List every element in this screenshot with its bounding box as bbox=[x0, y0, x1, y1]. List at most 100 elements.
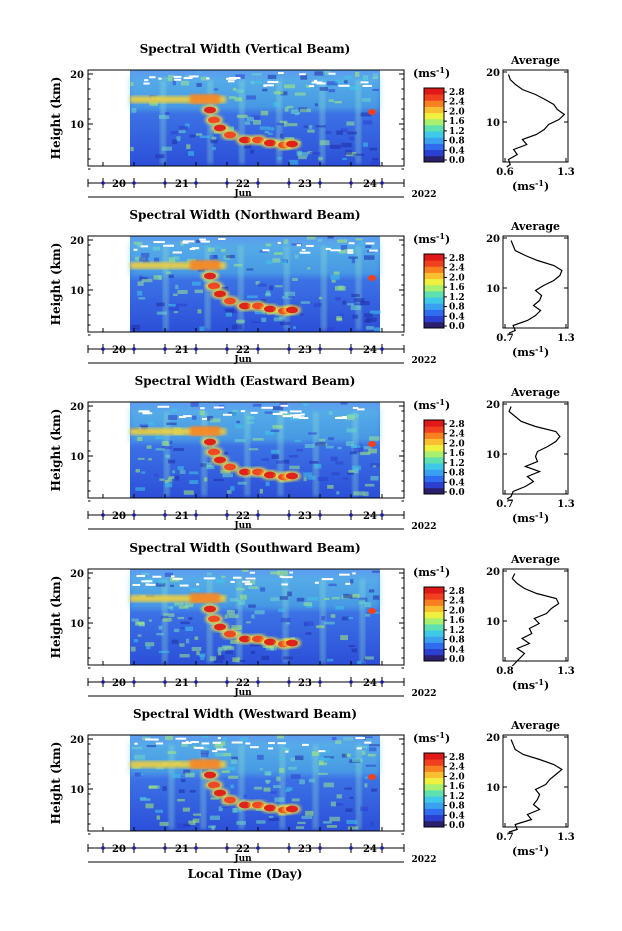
texture-cell bbox=[236, 114, 248, 118]
texture-cell bbox=[133, 639, 139, 643]
texture-cell bbox=[199, 410, 205, 416]
time-tick-marker bbox=[380, 846, 384, 850]
missing-data bbox=[316, 82, 326, 85]
missing-data bbox=[191, 247, 200, 250]
missing-data bbox=[305, 244, 314, 247]
texture-cell bbox=[365, 326, 374, 330]
texture-cell bbox=[346, 819, 358, 824]
texture-cell bbox=[300, 74, 308, 80]
time-tick-marker bbox=[194, 680, 198, 684]
time-tick-marker bbox=[287, 181, 291, 185]
texture-cell bbox=[141, 471, 146, 474]
missing-data bbox=[301, 248, 306, 251]
avg-y-tick-label: 20 bbox=[486, 68, 500, 79]
texture-cell bbox=[175, 475, 180, 481]
texture-cell bbox=[270, 597, 280, 602]
colorbar-tick-label: 2.4 bbox=[449, 763, 465, 773]
y-axis-label: Height (km) bbox=[49, 77, 63, 160]
colorbar-segment bbox=[424, 814, 444, 822]
texture-cell bbox=[290, 757, 295, 762]
missing-data bbox=[362, 84, 372, 87]
missing-data bbox=[364, 741, 372, 744]
streak bbox=[319, 579, 326, 663]
texture-cell bbox=[232, 409, 239, 413]
y-tick-label: 10 bbox=[70, 286, 84, 297]
time-tick-marker bbox=[256, 846, 260, 850]
missing-data bbox=[357, 408, 365, 411]
panel-2: Spectral Width (Northward Beam) 20 10 Heigh… bbox=[49, 208, 575, 366]
missing-data bbox=[158, 77, 162, 80]
heatmap bbox=[130, 402, 380, 498]
texture-cell bbox=[184, 602, 194, 608]
texture-cell bbox=[131, 618, 139, 622]
texture-cell bbox=[211, 147, 217, 150]
colorbar-tick-label: 0.8 bbox=[449, 636, 465, 646]
texture-cell bbox=[184, 123, 190, 128]
texture-cell bbox=[300, 108, 311, 113]
texture-cell bbox=[228, 775, 238, 779]
texture-cell bbox=[222, 473, 233, 478]
panel-3: Spectral Width (Eastward Beam) 20 10 Height… bbox=[49, 374, 575, 532]
time-tick-marker bbox=[380, 181, 384, 185]
streak bbox=[200, 745, 207, 829]
texture-cell bbox=[323, 782, 334, 788]
texture-cell bbox=[314, 71, 325, 76]
feature-core bbox=[286, 639, 298, 647]
missing-data bbox=[175, 737, 187, 740]
y-tick-label: 10 bbox=[70, 785, 84, 796]
texture-cell bbox=[137, 634, 142, 637]
texture-cell bbox=[344, 787, 353, 790]
texture-cell bbox=[139, 277, 148, 281]
texture-cell bbox=[264, 411, 273, 414]
texture-cell bbox=[136, 621, 145, 625]
colorbar-segment bbox=[424, 611, 444, 619]
texture-cell bbox=[313, 302, 322, 307]
texture-cell bbox=[327, 484, 334, 489]
missing-data bbox=[245, 742, 251, 745]
average-frame bbox=[502, 568, 569, 662]
texture-cell bbox=[239, 660, 246, 663]
texture-cell bbox=[214, 752, 224, 757]
time-tick-marker bbox=[349, 513, 353, 517]
texture-cell bbox=[346, 415, 355, 421]
texture-cell bbox=[368, 589, 375, 593]
time-tick-marker bbox=[194, 347, 198, 351]
streak bbox=[237, 246, 244, 330]
feature-core bbox=[204, 272, 216, 280]
texture-cell bbox=[342, 300, 347, 305]
texture-cell bbox=[218, 806, 223, 812]
texture-cell bbox=[351, 293, 360, 297]
texture-cell bbox=[297, 152, 308, 157]
y-axis-label: Height (km) bbox=[49, 243, 63, 326]
texture-cell bbox=[314, 103, 318, 107]
time-tick-marker bbox=[132, 513, 136, 517]
texture-cell bbox=[322, 821, 332, 824]
missing-data bbox=[360, 81, 369, 84]
missing-data bbox=[348, 242, 355, 245]
texture-cell bbox=[316, 625, 325, 629]
missing-data bbox=[206, 77, 210, 80]
missing-data bbox=[194, 746, 204, 749]
texture-cell bbox=[156, 582, 166, 587]
texture-cell bbox=[165, 735, 174, 741]
streak bbox=[168, 745, 175, 829]
texture-cell bbox=[315, 125, 327, 128]
avg-y-tick-label: 10 bbox=[486, 783, 500, 794]
texture-cell bbox=[345, 753, 351, 757]
texture-cell bbox=[221, 575, 226, 579]
average-profile-line bbox=[506, 406, 561, 500]
avg-y-tick-label: 10 bbox=[486, 118, 500, 129]
colorbar-segment bbox=[424, 266, 444, 273]
missing-data bbox=[179, 584, 189, 587]
colorbar-segment bbox=[424, 820, 444, 828]
missing-data bbox=[282, 415, 292, 418]
streak bbox=[238, 745, 245, 829]
texture-cell bbox=[152, 246, 161, 251]
texture-cell bbox=[309, 460, 319, 464]
missing-data bbox=[352, 406, 359, 409]
texture-cell bbox=[288, 766, 297, 770]
texture-cell bbox=[360, 806, 369, 812]
texture-cell bbox=[352, 248, 356, 251]
high-band bbox=[130, 428, 226, 435]
